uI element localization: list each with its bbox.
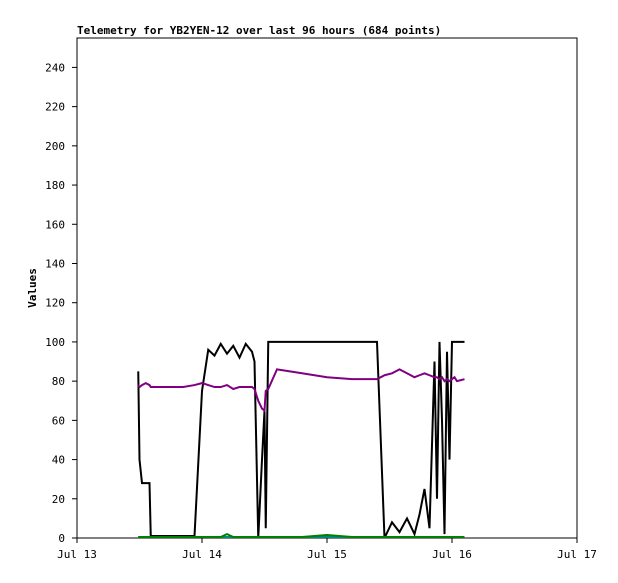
y-tick-label: 200 bbox=[45, 140, 65, 153]
y-tick-label: 180 bbox=[45, 179, 65, 192]
series-line bbox=[137, 340, 465, 539]
y-tick-label: 220 bbox=[45, 101, 65, 114]
y-tick-label: 160 bbox=[45, 218, 65, 231]
x-tick-label: Jul 14 bbox=[182, 548, 222, 561]
y-axis-label: Values bbox=[26, 268, 39, 308]
y-tick-label: 120 bbox=[45, 297, 65, 310]
y-tick-label: 0 bbox=[58, 532, 65, 545]
y-tick-label: 140 bbox=[45, 257, 65, 270]
y-tick-label: 240 bbox=[45, 61, 65, 74]
plot-frame bbox=[76, 37, 578, 539]
y-tick-label: 40 bbox=[52, 454, 65, 467]
x-tick-label: Jul 15 bbox=[307, 548, 347, 561]
y-tick-label: 60 bbox=[52, 414, 65, 427]
x-tick-label: Jul 17 bbox=[557, 548, 597, 561]
y-tick-label: 100 bbox=[45, 336, 65, 349]
x-tick-label: Jul 16 bbox=[432, 548, 472, 561]
series-line bbox=[137, 368, 465, 413]
y-tick-label: 80 bbox=[52, 375, 65, 388]
x-tick-label: Jul 13 bbox=[57, 548, 97, 561]
y-tick-label: 20 bbox=[52, 493, 65, 506]
chart-title: Telemetry for YB2YEN-12 over last 96 hou… bbox=[77, 24, 441, 37]
series-line bbox=[138, 532, 465, 539]
